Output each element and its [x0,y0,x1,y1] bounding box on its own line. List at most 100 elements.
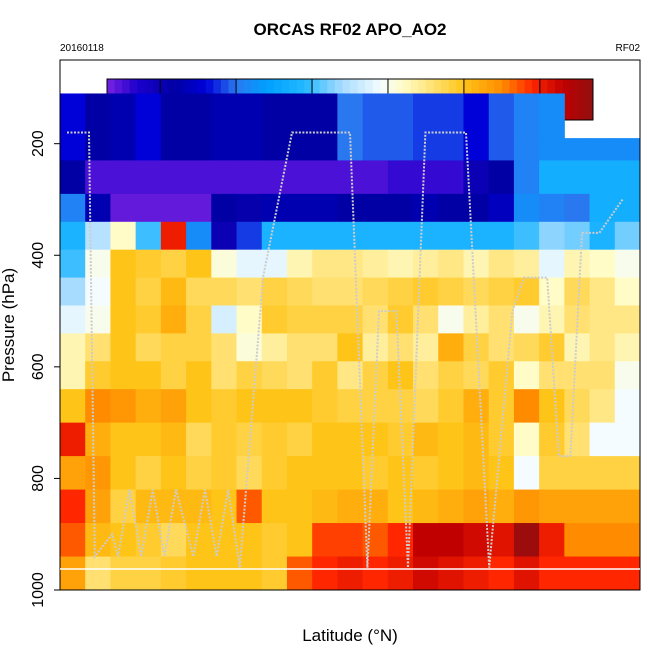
heatmap-cell [438,523,464,558]
heatmap-cell [286,523,313,558]
heatmap-cell [211,93,238,139]
heatmap-cell [413,249,439,279]
heatmap-cell [312,277,338,306]
y-axis-title: Pressure (hPa) [0,268,18,382]
heatmap-cell [387,305,414,334]
heatmap-cell [614,489,641,524]
heatmap-cell [312,305,338,334]
heatmap-cell [513,93,540,139]
heatmap-cell [362,138,389,161]
heatmap-cell [513,556,540,591]
heatmap-cell [135,333,162,362]
heatmap-cell [135,556,162,591]
heatmap-cell [110,277,137,306]
heatmap-cell [312,422,338,457]
heatmap-cell [135,193,162,223]
heatmap-cell [362,160,389,195]
y-tick-label: 1000 [30,572,47,608]
heatmap-cell [438,556,464,591]
heatmap-cell [261,249,288,279]
heatmap-cell [60,361,86,390]
heatmap-cell [539,221,565,251]
heatmap-cell [488,93,515,139]
heatmap-cell [261,277,288,306]
heatmap-cell [211,138,238,161]
heatmap-cell [261,422,288,457]
heatmap-cell [160,305,187,334]
heatmap-cell [186,333,212,362]
heatmap-cell [413,456,439,491]
heatmap-cell [564,556,591,591]
heatmap-cell [362,249,389,279]
heatmap-cell [85,556,111,591]
heatmap-cell [413,160,439,195]
x-axis-title: Latitude (°N) [302,626,398,645]
heatmap-cell [160,193,187,223]
heatmap-cell [337,221,364,251]
heatmap-cell [488,489,515,524]
heatmap-cell [387,93,414,139]
heatmap-cell [60,556,86,591]
heatmap-cell [488,193,515,223]
heatmap-cell [261,389,288,424]
heatmap-cell [362,305,389,334]
y-tick-label: 600 [30,353,47,380]
heatmap-cell [211,160,238,195]
colorbar-strip [585,79,594,120]
heatmap-cell [60,333,86,362]
heatmap-cell [387,277,414,306]
heatmap-cell [85,489,111,524]
heatmap-cell [337,305,364,334]
heatmap-cell [513,361,540,390]
heatmap-cell [614,456,641,491]
heatmap-cell [312,221,338,251]
heatmap-cell [337,422,364,457]
heatmap-cell [413,221,439,251]
heatmap-cell [135,138,162,161]
heatmap-cell [589,138,616,161]
heatmap-cell [60,277,86,306]
heatmap-cell [438,277,464,306]
heatmap-cell [438,422,464,457]
colorbar-strip [562,79,571,120]
heatmap-cell [413,277,439,306]
heatmap-cell [85,333,111,362]
heatmap-cell [211,249,238,279]
heatmap-cell [60,489,86,524]
heatmap-cell [110,305,137,334]
heatmap-cell [135,277,162,306]
heatmap-cell [463,389,490,424]
heatmap-cell [513,221,540,251]
heatmap-cell [413,333,439,362]
heatmap-cell [236,277,263,306]
heatmap-cell [513,456,540,491]
heatmap-cell [614,422,641,457]
heatmap-cell [85,138,111,161]
heatmap-cell [589,305,616,334]
heatmap-cell [236,93,263,139]
heatmap-cell [589,249,616,279]
heatmap-cell [236,160,263,195]
heatmap-cell [463,249,490,279]
heatmap-cell [362,221,389,251]
heatmap-cell [589,556,616,591]
date-label: 20160118 [60,43,104,54]
heatmap-cell [387,221,414,251]
heatmap-cell [186,389,212,424]
y-tick-label: 200 [30,130,47,157]
heatmap-cell [438,221,464,251]
heatmap-cell [160,249,187,279]
colorbar-strip [570,79,579,120]
heatmap-cell [564,160,591,195]
heatmap-cell [110,389,137,424]
heatmap-cell [589,193,616,223]
heatmap-cell [60,249,86,279]
heatmap-cell [413,556,439,591]
heatmap-cell [539,422,565,457]
heatmap-cell [85,456,111,491]
flight-track-line [67,131,624,568]
y-tick-label: 400 [30,242,47,269]
heatmap-cell [261,305,288,334]
heatmap-cell [539,456,565,491]
heatmap-cell [413,489,439,524]
